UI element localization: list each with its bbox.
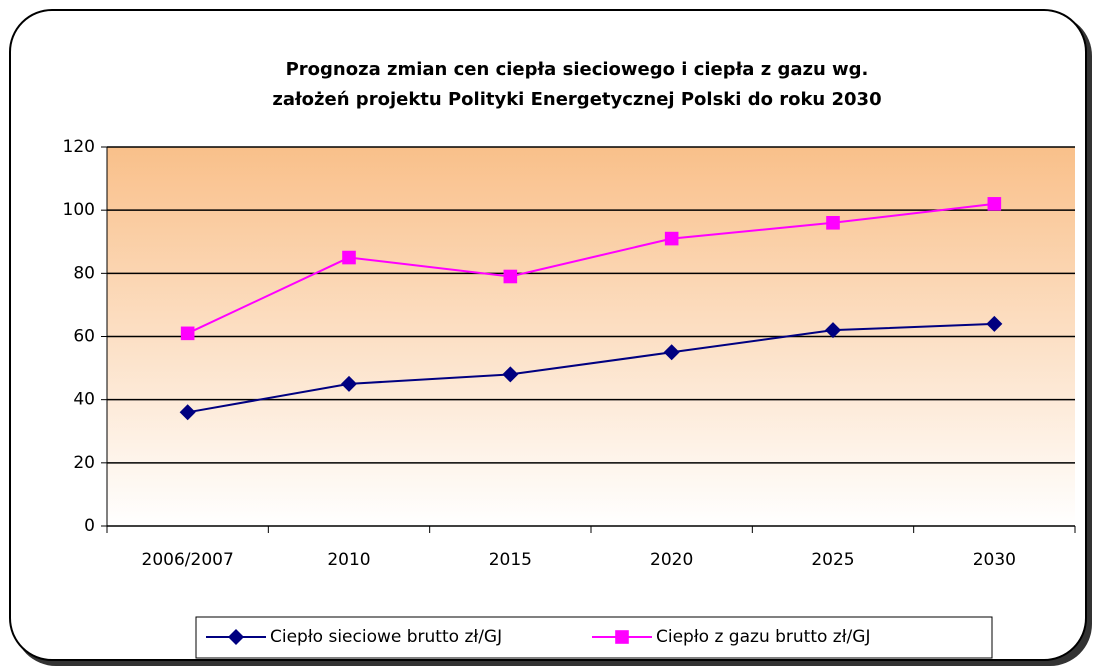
point	[987, 197, 1002, 211]
point	[825, 322, 841, 339]
legend-label: Ciepło z gazu brutto zł/GJ	[656, 627, 870, 647]
point	[502, 366, 519, 383]
x-tick-label: 2015	[489, 550, 532, 570]
point	[341, 375, 357, 392]
x-tick-label: 2010	[327, 550, 370, 570]
point	[342, 250, 356, 265]
x-tick-label: 2030	[973, 550, 1016, 570]
y-tick-label: 100	[63, 200, 95, 220]
point	[615, 630, 629, 644]
point	[663, 344, 680, 361]
point	[228, 629, 244, 645]
y-tick-label: 40	[73, 390, 95, 410]
x-tick-label: 2025	[811, 550, 854, 570]
point	[503, 269, 518, 284]
y-tick-label: 60	[73, 327, 95, 347]
chart-title: Prognoza zmian cen ciepła sieciowego i c…	[286, 59, 869, 80]
point	[179, 404, 196, 421]
legend-label: Ciepło sieciowe brutto zł/GJ	[270, 627, 502, 647]
chart-title: założeń projektu Polityki Energetycznej …	[272, 89, 881, 110]
y-tick-label: 80	[73, 263, 95, 283]
point	[986, 315, 1003, 332]
x-tick-label: 2006/2007	[142, 550, 234, 570]
series-line	[187, 322, 995, 414]
point	[180, 326, 195, 341]
y-tick-label: 0	[84, 516, 95, 536]
y-tick-label: 20	[73, 453, 95, 473]
point	[664, 231, 679, 246]
series-line	[187, 202, 995, 335]
y-tick-label: 120	[63, 137, 95, 157]
x-tick-label: 2020	[650, 550, 693, 570]
point	[826, 216, 840, 230]
